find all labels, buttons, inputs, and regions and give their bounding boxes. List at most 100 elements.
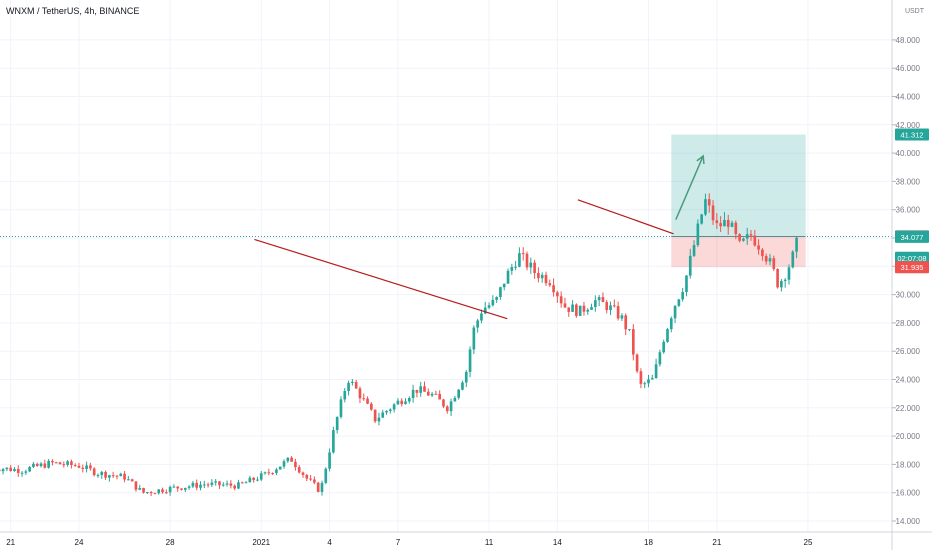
candle-down	[772, 258, 776, 270]
price-label-box	[895, 128, 929, 141]
candle-down	[240, 482, 244, 484]
candle-down	[734, 222, 738, 235]
candle-up	[127, 479, 130, 481]
candle-down	[559, 296, 563, 304]
candle-down	[749, 234, 753, 236]
candle-up	[586, 309, 590, 312]
candle-down	[373, 409, 377, 422]
candle-down	[445, 406, 449, 412]
candle-up	[742, 238, 745, 241]
candle-down	[711, 205, 715, 221]
candle-up	[419, 386, 423, 393]
candle-down	[149, 492, 153, 494]
candle-down	[761, 249, 764, 257]
x-tick-label: 28	[166, 538, 175, 547]
candle-up	[96, 475, 100, 477]
candle-up	[650, 378, 654, 380]
candle-up	[108, 475, 111, 478]
candle-up	[514, 266, 517, 268]
candle-up	[343, 390, 347, 400]
candle-down	[400, 400, 404, 405]
candle-up	[673, 305, 677, 319]
candle-up	[256, 479, 259, 481]
x-tick-label: 7	[396, 538, 401, 547]
candle-up	[700, 214, 703, 224]
candle-up	[745, 234, 749, 239]
candle-down	[537, 273, 540, 279]
candle-up	[795, 237, 798, 252]
candle-down	[252, 477, 255, 481]
candle-up	[487, 305, 491, 308]
candle-up	[20, 472, 24, 474]
candle-down	[35, 463, 39, 467]
price-label-text: 31.935	[901, 263, 924, 272]
target-arrow[interactable]	[675, 155, 704, 220]
candle-up	[259, 473, 263, 480]
x-tick-label: 21	[6, 538, 15, 547]
candle-up	[578, 305, 582, 316]
candle-down	[738, 234, 741, 241]
candle-down	[301, 472, 305, 475]
candle-up	[491, 299, 495, 306]
candle-up	[688, 255, 692, 276]
candle-up	[468, 349, 472, 372]
candle-up	[658, 352, 662, 365]
candle-down	[521, 253, 525, 255]
candle-up	[696, 223, 700, 246]
candle-down	[164, 492, 168, 494]
candle-up	[506, 270, 510, 284]
x-tick-label: 24	[75, 538, 84, 547]
currency-label: USDT	[905, 8, 925, 15]
candle-up	[404, 401, 407, 405]
candle-down	[753, 235, 757, 246]
candle-down	[757, 245, 760, 250]
trendline[interactable]	[577, 199, 674, 235]
candle-down	[552, 285, 555, 293]
candle-down	[271, 473, 274, 475]
candle-down	[764, 256, 768, 262]
candle-up	[385, 410, 388, 413]
profit-zone[interactable]	[671, 134, 806, 237]
candle-down	[229, 483, 233, 486]
trendline[interactable]	[254, 238, 508, 320]
x-tick-label: 14	[553, 538, 562, 547]
candle-up	[377, 417, 381, 422]
target-arrow-head	[696, 154, 705, 164]
candle-down	[563, 303, 567, 308]
x-tick-label: 18	[644, 538, 653, 547]
time-axis[interactable]: 21 24 28 2021 4 7 11 14 18 21 25	[6, 538, 813, 547]
candle-down	[605, 302, 609, 311]
candle-up	[278, 466, 282, 470]
candle-up	[32, 463, 35, 468]
candle-up	[339, 399, 343, 417]
candle-down	[776, 269, 779, 288]
candle-down	[434, 393, 438, 395]
candle-down	[70, 461, 73, 466]
candle-down	[707, 199, 711, 206]
price-label-box	[895, 261, 929, 274]
candle-down	[0, 469, 1, 472]
candle-up	[453, 397, 457, 402]
candle-up	[248, 477, 252, 483]
candle-down	[715, 220, 719, 224]
y-tick-label: 24.000	[896, 376, 921, 385]
candle-down	[92, 468, 96, 476]
candle-up	[654, 364, 658, 379]
candle-down	[233, 485, 236, 489]
candle-down	[153, 493, 157, 495]
candle-up	[85, 465, 88, 469]
candle-down	[142, 487, 145, 493]
candle-up	[392, 404, 396, 410]
price-axis[interactable]: 14.000 16.000 18.000 20.000 22.000 24.000 26.0…	[892, 36, 921, 526]
candle-up	[510, 267, 514, 271]
candle-up	[244, 482, 248, 484]
candle-up	[286, 457, 290, 462]
candle-up	[5, 467, 9, 470]
candle-down	[206, 484, 210, 486]
x-tick-label: 21	[712, 538, 721, 547]
y-tick-label: 38.000	[896, 177, 921, 186]
candle-up	[237, 482, 240, 489]
candle-up	[210, 482, 214, 485]
candle-down	[533, 262, 536, 274]
